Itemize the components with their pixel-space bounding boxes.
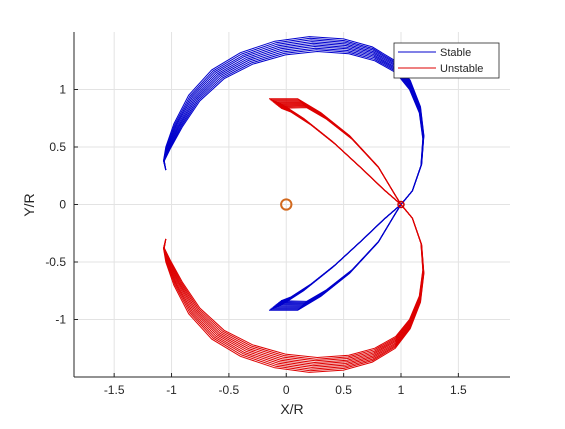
x-tick-label: -1 xyxy=(166,383,177,397)
legend-label-stable: Stable xyxy=(440,47,471,59)
x-tick-label: 1 xyxy=(398,383,405,397)
curve-layer xyxy=(162,36,425,373)
legend: Stable Unstable xyxy=(393,42,500,79)
legend-label-unstable: Unstable xyxy=(440,63,483,75)
x-tick-label: 1.5 xyxy=(450,383,467,397)
y-axis-label: Y/R xyxy=(21,193,37,216)
y-tick-label: -0.5 xyxy=(45,255,66,269)
x-tick-label: 0.5 xyxy=(335,383,352,397)
legend-box xyxy=(393,42,500,79)
y-tick-label: 1 xyxy=(59,83,66,97)
y-tick-label: 0 xyxy=(59,198,66,212)
grid-layer xyxy=(74,32,510,377)
stable-outer-trajectory xyxy=(163,50,424,205)
y-tick-label: 0.5 xyxy=(49,140,66,154)
marker-layer xyxy=(280,198,405,211)
stable-inner-trajectory xyxy=(280,204,402,302)
secondary-body-marker xyxy=(397,200,405,209)
primary-body-marker xyxy=(280,198,293,211)
y-tick-label: -1 xyxy=(55,313,66,327)
tick-layer: -1.5 -1 -0.5 0 0.5 1 1.5 -1 -0.5 0 0.5 1 xyxy=(45,83,467,398)
x-tick-label: -1.5 xyxy=(104,383,125,397)
x-axis-label: X/R xyxy=(280,401,303,417)
x-tick-label: -0.5 xyxy=(219,383,240,397)
x-tick-label: 0 xyxy=(283,383,290,397)
unstable-inner-trajectory xyxy=(280,107,402,205)
unstable-outer-trajectory xyxy=(163,204,424,359)
